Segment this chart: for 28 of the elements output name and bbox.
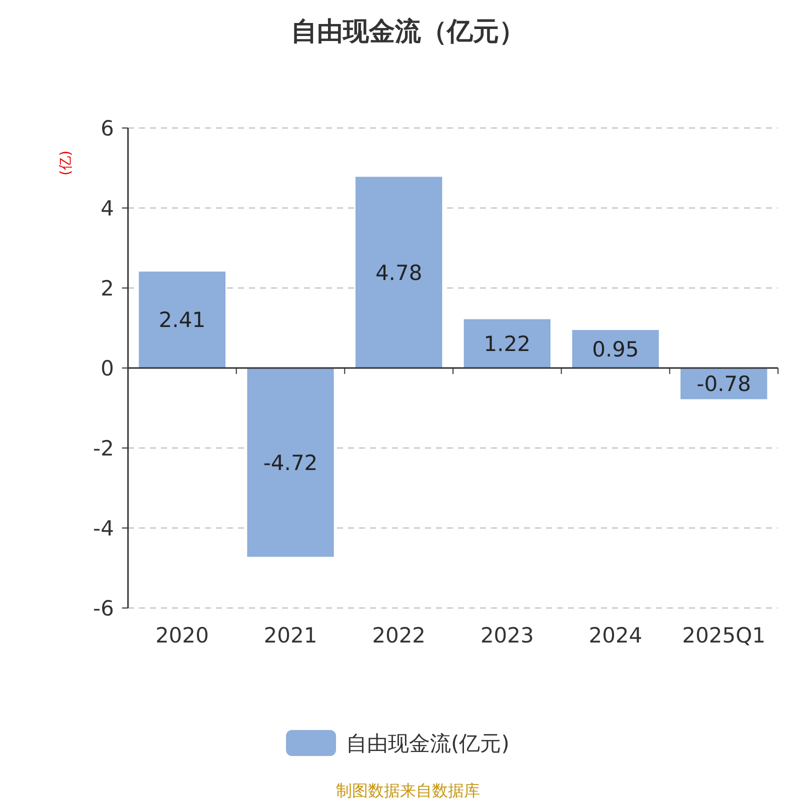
data-label: -0.78 xyxy=(696,372,752,396)
data-label: 4.78 xyxy=(375,260,422,285)
bar xyxy=(464,319,550,368)
x-tick-label: 2023 xyxy=(480,623,534,648)
legend-label: 自由现金流(亿元) xyxy=(346,731,510,756)
x-tick-label: 2025Q1 xyxy=(682,623,766,648)
y-tick-label: 6 xyxy=(100,116,114,140)
bar xyxy=(247,368,334,557)
y-axis-title: (亿) xyxy=(58,150,74,176)
x-tick-label: 2024 xyxy=(588,623,642,648)
data-label: -4.72 xyxy=(263,450,318,475)
data-label: 2.41 xyxy=(158,308,206,332)
y-tick-label: -4 xyxy=(93,516,114,540)
x-tick-label: 2022 xyxy=(372,623,426,648)
y-tick-label: 2 xyxy=(100,276,114,300)
y-tick-label: 0 xyxy=(100,356,114,380)
bar xyxy=(356,176,442,368)
y-tick-label: -2 xyxy=(93,436,114,460)
data-label: 1.22 xyxy=(484,332,531,356)
chart-title: 自由现金流（亿元） xyxy=(291,17,525,47)
x-tick-label: 2020 xyxy=(155,623,209,648)
y-tick-label: -6 xyxy=(93,596,114,620)
data-label: 0.95 xyxy=(592,337,639,362)
x-tick-label: 2021 xyxy=(264,623,318,648)
bar xyxy=(138,272,226,368)
bar xyxy=(572,330,659,368)
text: 制图数据来自数据库 xyxy=(336,781,480,800)
y-tick-label: 4 xyxy=(100,196,114,220)
